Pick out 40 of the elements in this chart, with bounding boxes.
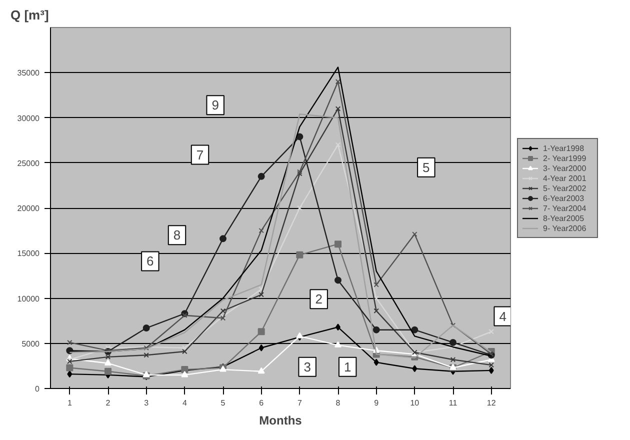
x-tick-label: 9 (374, 398, 380, 408)
annotation: 6 (146, 254, 154, 269)
y-tick-label: 30000 (17, 114, 40, 123)
legend-label: 3- Year2000 (543, 163, 588, 173)
x-tick-label: 7 (297, 398, 302, 408)
annotation: 1 (344, 359, 352, 374)
legend-label: 6-Year2003 (543, 193, 586, 203)
x-tick-label: 6 (259, 398, 264, 408)
x-tick-label: 10 (410, 398, 420, 408)
annotation: 2 (315, 292, 322, 307)
annotation: 3 (304, 359, 311, 374)
y-axis-title: Q [m³] (10, 8, 49, 22)
x-tick-label: 12 (486, 398, 496, 408)
annotation: 8 (173, 228, 181, 243)
x-tick-label: 8 (336, 398, 341, 408)
annotation: 4 (499, 308, 506, 324)
legend-label: 8-Year2005 (543, 213, 586, 223)
legend-label: 7- Year2004 (543, 203, 588, 213)
legend-label: 1-Year1998 (543, 143, 586, 153)
legend-label: 5- Year2002 (543, 183, 588, 193)
legend-label: 2- Year1999 (543, 153, 588, 163)
y-tick-label: 35000 (17, 68, 40, 78)
y-tick-label: 10000 (17, 294, 40, 304)
x-tick-label: 3 (144, 398, 150, 408)
y-tick-label: 25000 (17, 158, 40, 168)
x-tick-label: 4 (182, 398, 188, 408)
annotation: 9 (212, 98, 219, 113)
x-tick-label: 1 (67, 398, 72, 408)
x-tick-label: 2 (106, 398, 111, 408)
annotation: 5 (422, 160, 430, 175)
legend-label: 4-Year 2001 (543, 173, 588, 183)
annotation: 7 (196, 147, 204, 162)
y-tick-label: 0 (35, 384, 40, 394)
y-tick-label: 20000 (17, 204, 40, 213)
y-tick-label: 15000 (17, 249, 40, 258)
x-tick-label: 11 (448, 398, 458, 408)
legend-label: 9- Year2006 (543, 223, 588, 233)
x-axis-title: Months (259, 414, 302, 428)
x-tick-label: 5 (220, 398, 226, 408)
y-tick-label: 5000 (22, 339, 40, 348)
